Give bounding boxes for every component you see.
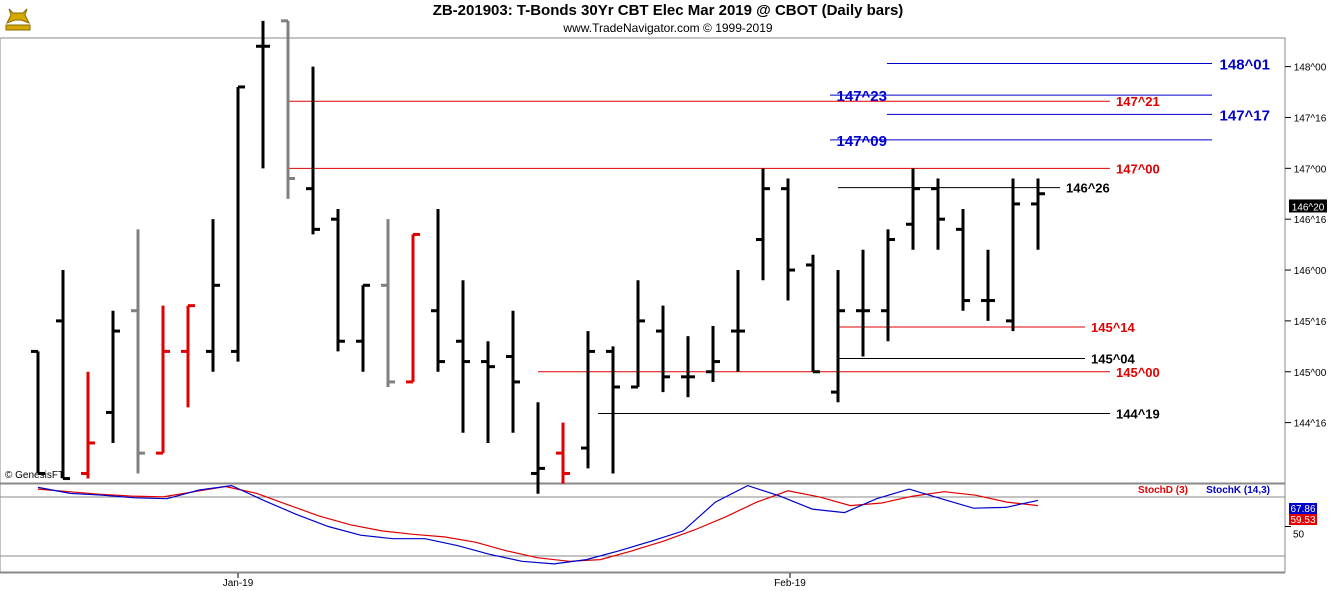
stoch-k-line bbox=[37, 484, 1039, 565]
level-label: 144^19 bbox=[1116, 406, 1160, 421]
stoch-value-label: 67.86 bbox=[1290, 504, 1315, 515]
y-tick-label: 147^16 bbox=[1294, 113, 1327, 124]
stoch-tick-label: 50 bbox=[1293, 530, 1305, 541]
stoch-value-tag bbox=[1289, 503, 1317, 514]
level-label: 147^17 bbox=[1220, 107, 1270, 124]
y-tick-label: 144^16 bbox=[1294, 419, 1327, 430]
stoch-k-legend: StochK (14,3) bbox=[1206, 485, 1270, 496]
last-price-tag bbox=[1289, 199, 1327, 213]
level-label: 147^21 bbox=[1116, 94, 1160, 109]
x-tick-label: Jan-19 bbox=[223, 578, 254, 589]
level-label: 148^01 bbox=[1220, 57, 1270, 74]
level-label: 147^00 bbox=[1116, 161, 1160, 176]
stoch-d-legend: StochD (3) bbox=[1138, 485, 1188, 496]
x-tick-label: Feb-19 bbox=[774, 578, 806, 589]
y-tick-label: 145^00 bbox=[1294, 368, 1327, 379]
watermark: © GenesisFT bbox=[5, 470, 64, 481]
last-price-label: 146^20 bbox=[1292, 202, 1325, 213]
level-label: 145^00 bbox=[1116, 365, 1160, 380]
y-tick-label: 146^00 bbox=[1294, 266, 1327, 277]
y-tick-label: 146^16 bbox=[1294, 215, 1327, 226]
y-tick-label: 147^00 bbox=[1294, 164, 1327, 175]
y-tick-label: 148^00 bbox=[1294, 63, 1327, 74]
y-tick-label: 145^16 bbox=[1294, 317, 1327, 328]
stoch-d-line bbox=[37, 485, 1039, 562]
level-label: 147^23 bbox=[837, 88, 887, 105]
stoch-panel-frame bbox=[0, 483, 1286, 573]
level-label: 145^14 bbox=[1091, 320, 1136, 335]
level-label: 146^26 bbox=[1066, 181, 1110, 196]
level-label: 145^04 bbox=[1091, 352, 1136, 367]
bull-logo-icon bbox=[5, 8, 31, 31]
stoch-value-label: 59.53 bbox=[1290, 515, 1315, 526]
chart-subtitle: www.TradeNavigator.com © 1999-2019 bbox=[563, 21, 773, 35]
stoch-value-tag bbox=[1289, 514, 1317, 525]
price-panel-frame bbox=[0, 37, 1286, 484]
level-label: 147^09 bbox=[837, 133, 887, 150]
chart-title: ZB-201903: T-Bonds 30Yr CBT Elec Mar 201… bbox=[432, 2, 904, 19]
